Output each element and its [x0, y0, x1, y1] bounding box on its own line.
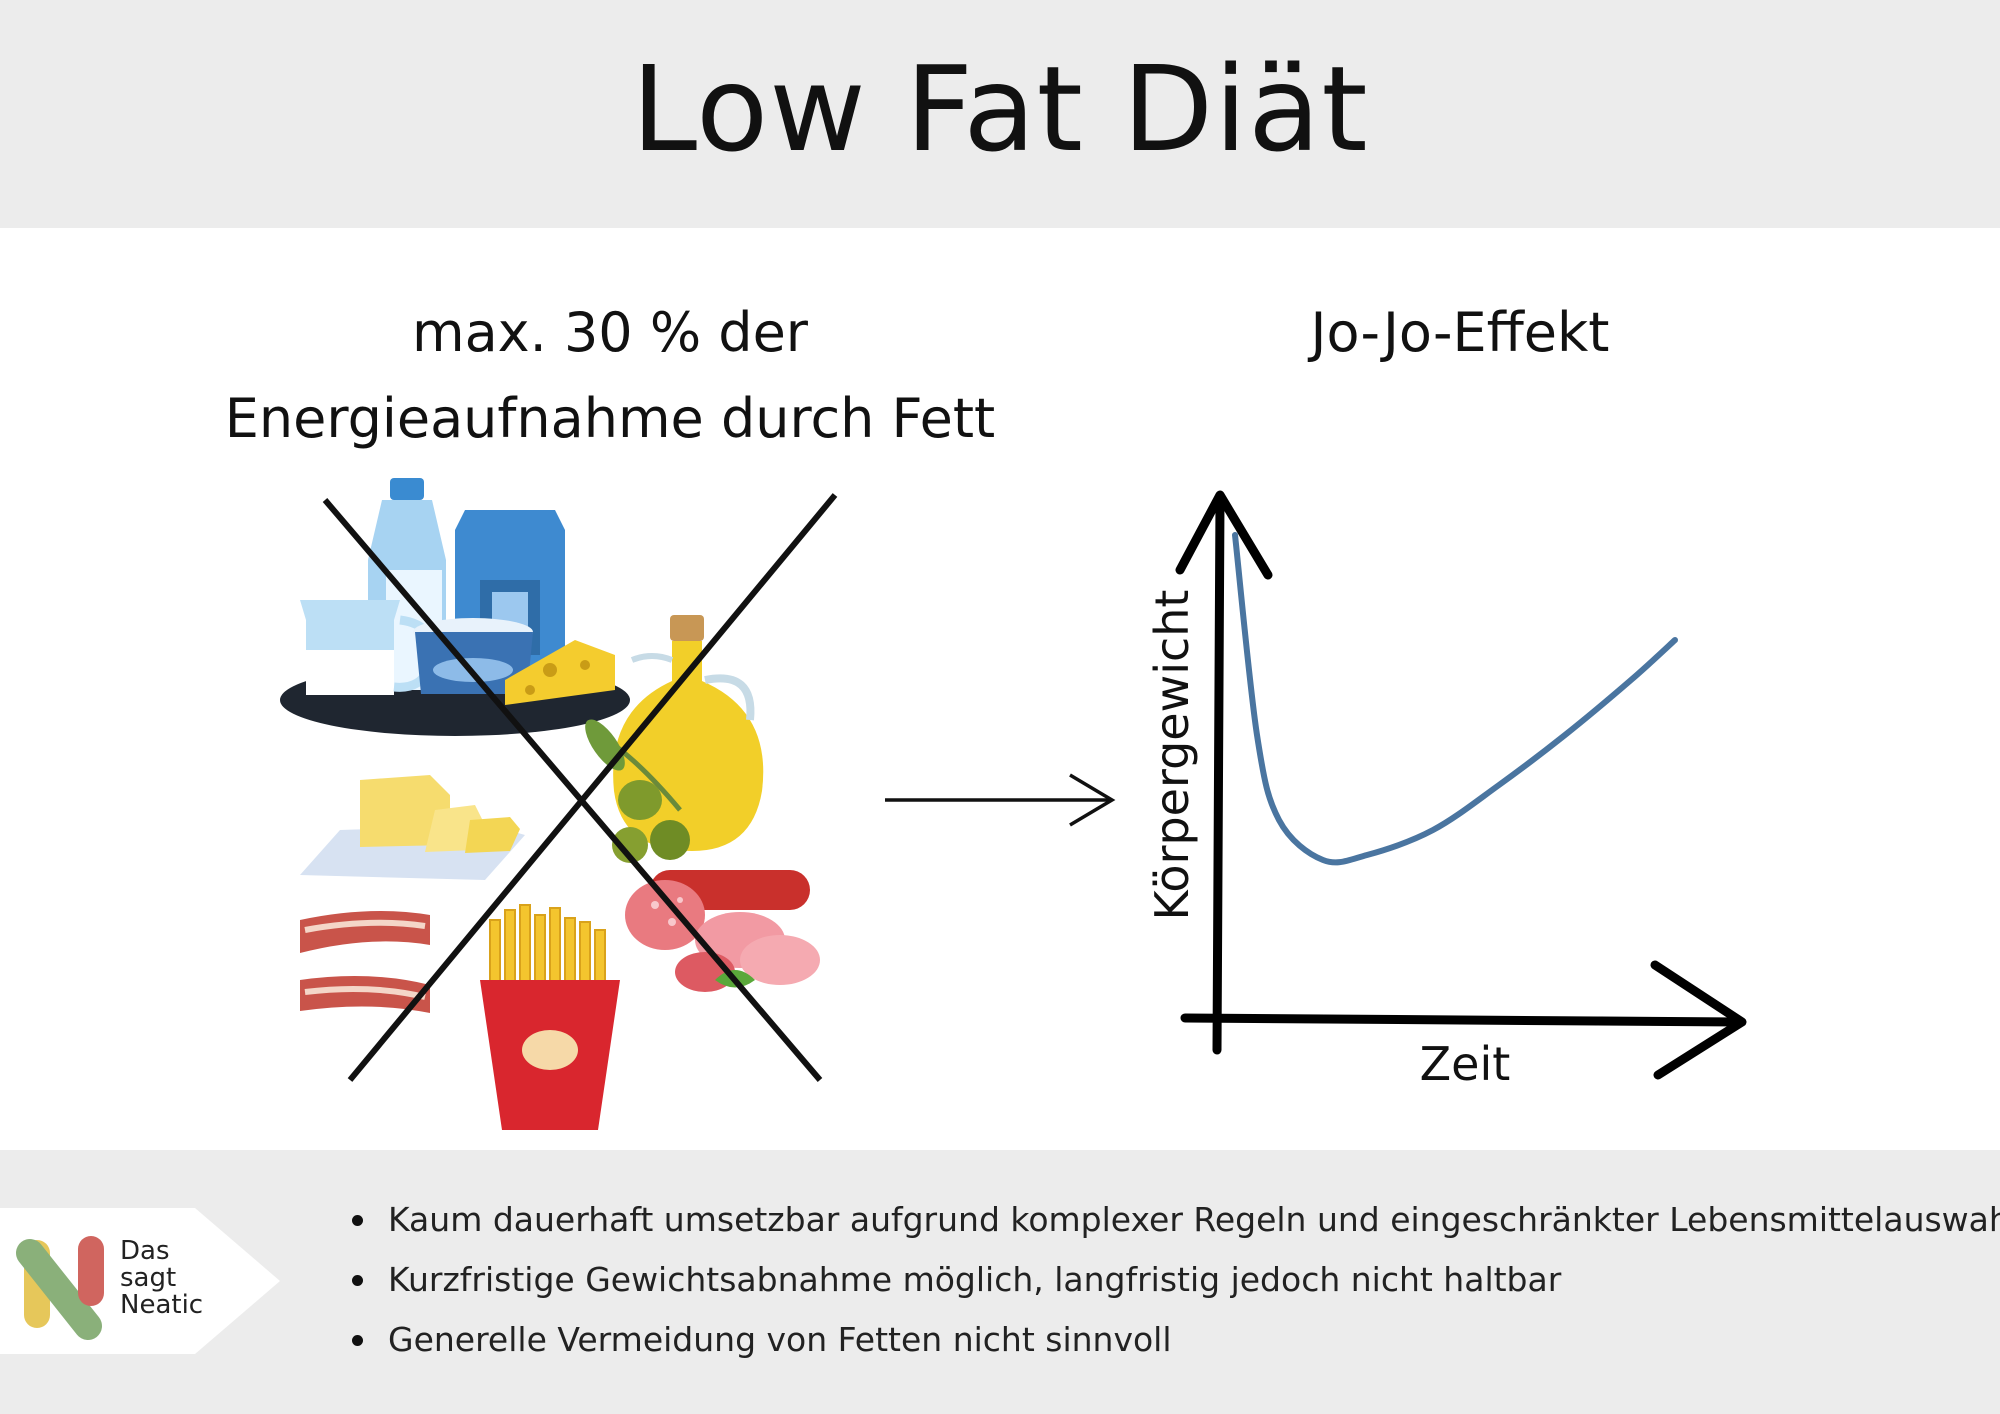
logo-badge	[0, 1208, 280, 1354]
page-title: Low Fat Diät	[631, 40, 1369, 178]
cheese-icon	[505, 640, 615, 705]
summary-list: Kaum dauerhaft umsetzbar aufgrund komple…	[350, 1190, 2000, 1370]
yoyo-chart: Körpergewicht Zeit	[1145, 490, 1747, 1090]
x-axis-arrowhead	[1650, 960, 1747, 1080]
list-item: Kurzfristige Gewichtsabnahme möglich, la…	[350, 1250, 1970, 1310]
cross-out-icon	[322, 493, 838, 1082]
fat-limit-caption: max. 30 % der Energieaufnahme durch Fett	[160, 290, 1060, 462]
yoyo-title: Jo-Jo-Effekt	[1310, 301, 1610, 364]
list-item: Generelle Vermeidung von Fetten nicht si…	[350, 1310, 1970, 1370]
olives-icon	[585, 719, 690, 863]
y-axis-arrowhead	[1175, 490, 1273, 580]
header-band	[0, 0, 2000, 228]
x-axis-label: Zeit	[1420, 1037, 1511, 1090]
logo-line-2: sagt	[120, 1263, 177, 1293]
bacon-icon	[300, 911, 430, 1013]
list-item: Kaum dauerhaft umsetzbar aufgrund komple…	[350, 1190, 2000, 1250]
logo-line-3: Neatic	[120, 1290, 204, 1320]
logo-wordmark: Das sagt Neatic	[120, 1238, 203, 1319]
y-axis	[1212, 495, 1225, 1055]
fat-limit-line-2: Energieaufnahme durch Fett	[224, 387, 996, 450]
footer-band	[0, 1150, 2000, 1414]
weight-curve	[1232, 532, 1678, 866]
butter-icon	[300, 775, 525, 880]
fries-icon	[480, 904, 620, 1130]
logo-line-1: Das	[120, 1236, 170, 1266]
y-axis-label: Körpergewicht	[1145, 590, 1199, 921]
x-axis	[1180, 1013, 1745, 1027]
fatty-foods-illustration	[280, 478, 838, 1130]
right-arrow-icon	[885, 773, 1116, 827]
neatic-logo-icon	[16, 1236, 104, 1340]
fat-limit-line-1: max. 30 % der	[411, 301, 809, 364]
